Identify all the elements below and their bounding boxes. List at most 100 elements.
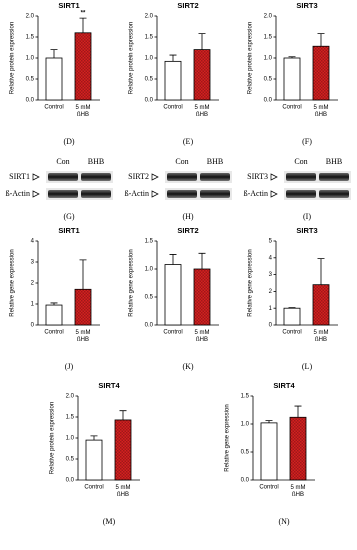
blot-band (286, 190, 316, 198)
row-arrow (270, 190, 278, 198)
blot-band (167, 173, 197, 181)
lane-label: Con (56, 157, 69, 166)
error-bar (288, 56, 296, 58)
y-tick-label: 4 (269, 255, 273, 261)
y-axis-label: Relative protein expression (129, 22, 135, 94)
row-arrow (151, 173, 159, 181)
y-tick-label: 0.5 (264, 77, 273, 83)
x-tick-label: Control (44, 105, 63, 111)
y-tick-label: 1 (269, 306, 273, 312)
error-bar (79, 259, 87, 290)
row-label: ß-Actin (6, 189, 30, 198)
error-bar (90, 435, 98, 441)
row-arrow (270, 173, 278, 181)
y-tick-label: 0.0 (264, 98, 273, 104)
panel-label: (E) (183, 137, 194, 146)
y-tick-label: 0.5 (241, 450, 250, 456)
error-bar (294, 405, 302, 418)
blot-band (200, 190, 230, 198)
y-tick-label: 1.5 (26, 35, 35, 41)
y-tick-label: 3 (269, 272, 273, 278)
lane-label: BHB (326, 157, 342, 166)
y-axis-label: Relative protein expression (10, 22, 16, 94)
bar-hatch (75, 32, 91, 100)
y-tick-label: 0.0 (26, 98, 35, 104)
row-arrow (32, 190, 40, 198)
y-tick-label: 1 (31, 302, 35, 308)
panel-label: (I) (303, 212, 311, 221)
panel-label: (M) (103, 517, 116, 526)
x-tick-label: Control (282, 105, 301, 111)
y-tick-label: 3 (31, 260, 35, 266)
panel-label: (N) (278, 517, 289, 526)
bar-hatch (194, 49, 210, 100)
bar (164, 60, 182, 101)
y-tick-label: 2.0 (264, 14, 273, 20)
lane-label: Con (175, 157, 188, 166)
blot-band (319, 190, 349, 198)
y-tick-label: 2.0 (26, 14, 35, 20)
x-tick-label: 5 mM ßHB (76, 105, 91, 118)
bar-hatch (115, 419, 131, 480)
error-bar (50, 49, 58, 58)
panel-label: (F) (302, 137, 312, 146)
x-tick-label: 5 mM ßHB (76, 330, 91, 343)
error-bar (198, 33, 206, 50)
x-tick-label: Control (84, 485, 103, 491)
row-label: ß-Actin (125, 189, 149, 198)
x-tick-label: 5 mM ßHB (291, 485, 306, 498)
y-tick-label: 2 (269, 289, 273, 295)
y-tick-label: 0.5 (66, 457, 75, 463)
y-axis-label: Relative gene expression (225, 404, 231, 471)
bar (283, 307, 301, 326)
error-bar (265, 420, 273, 423)
significance: ** (81, 11, 86, 17)
error-bar (169, 254, 177, 265)
chart-title: SIRT1 (58, 226, 79, 235)
error-bar (169, 54, 177, 62)
y-axis-label: Relative protein expression (248, 22, 254, 94)
blot-band (81, 190, 111, 198)
x-tick-label: 5 mM ßHB (314, 105, 329, 118)
error-bar (198, 252, 206, 269)
row-label: ß-Actin (244, 189, 268, 198)
blot-band (200, 173, 230, 181)
blot-band (48, 190, 78, 198)
bar-hatch (290, 417, 306, 480)
bar-hatch (313, 46, 329, 100)
panel-label: (J) (65, 362, 74, 371)
x-tick-label: 5 mM ßHB (195, 105, 210, 118)
x-tick-label: 5 mM ßHB (195, 330, 210, 343)
error-bar (317, 33, 325, 47)
chart-title: SIRT1 (58, 1, 79, 10)
x-tick-label: Control (44, 330, 63, 336)
y-axis-label: Relative gene expression (10, 249, 16, 316)
chart-title: SIRT2 (177, 226, 198, 235)
panel-label: (D) (63, 137, 74, 146)
y-tick-label: 0.5 (26, 77, 35, 83)
y-tick-label: 1.5 (145, 239, 154, 245)
error-bar (79, 17, 87, 33)
y-tick-label: 1.5 (145, 35, 154, 41)
panel-label: (K) (182, 362, 193, 371)
y-tick-label: 0.5 (145, 295, 154, 301)
y-tick-label: 2.0 (145, 14, 154, 20)
bar (283, 57, 301, 101)
y-tick-label: 1.0 (26, 56, 35, 62)
chart-title: SIRT4 (98, 381, 120, 390)
lane-label: BHB (207, 157, 223, 166)
x-tick-label: Control (163, 105, 182, 111)
row-arrow (151, 190, 159, 198)
y-tick-label: 0.0 (241, 478, 250, 484)
lane-label: Con (294, 157, 307, 166)
y-axis-label: Relative gene expression (129, 249, 135, 316)
row-label: SIRT3 (247, 172, 268, 181)
row-label: SIRT2 (128, 172, 149, 181)
y-tick-label: 1.0 (145, 56, 154, 62)
error-bar (317, 258, 325, 285)
lane-label: BHB (88, 157, 104, 166)
blot-band (48, 173, 78, 181)
panel-label: (G) (63, 212, 74, 221)
y-axis-label: Relative gene expression (248, 249, 254, 316)
